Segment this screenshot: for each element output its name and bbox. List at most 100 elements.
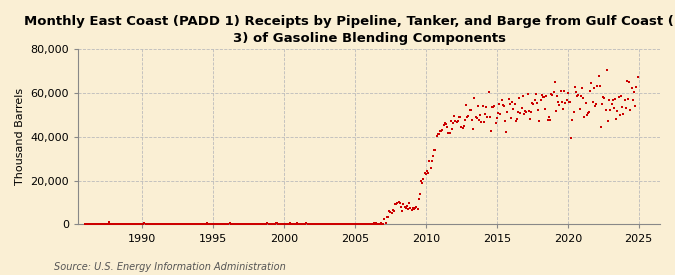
Point xyxy=(354,222,365,227)
Point xyxy=(151,222,161,227)
Point xyxy=(290,222,301,226)
Y-axis label: Thousand Barrels: Thousand Barrels xyxy=(15,88,25,185)
Point xyxy=(331,222,342,227)
Point xyxy=(599,95,610,100)
Point xyxy=(194,222,205,227)
Point xyxy=(477,103,488,108)
Point xyxy=(82,222,93,227)
Point xyxy=(107,222,118,226)
Point xyxy=(221,222,232,227)
Point xyxy=(631,85,642,89)
Point xyxy=(84,222,95,227)
Point xyxy=(119,222,130,227)
Point xyxy=(261,222,271,227)
Point xyxy=(282,222,293,227)
Point xyxy=(317,222,327,226)
Point xyxy=(351,222,362,226)
Point xyxy=(507,100,518,104)
Point xyxy=(448,121,458,125)
Point xyxy=(211,222,222,226)
Point xyxy=(424,159,435,163)
Point xyxy=(608,106,619,110)
Point xyxy=(384,209,395,213)
Point xyxy=(377,222,387,227)
Point xyxy=(284,222,294,227)
Point xyxy=(364,222,375,227)
Point xyxy=(471,115,482,120)
Point xyxy=(386,211,397,215)
Point xyxy=(172,221,183,226)
Point xyxy=(570,90,581,94)
Point xyxy=(405,206,416,211)
Point xyxy=(192,222,203,226)
Point xyxy=(608,98,618,103)
Point xyxy=(117,222,128,226)
Point xyxy=(549,79,560,84)
Point xyxy=(491,116,502,120)
Point xyxy=(367,221,378,226)
Point xyxy=(515,111,526,115)
Point xyxy=(265,222,275,227)
Point xyxy=(430,148,441,152)
Point xyxy=(373,222,384,227)
Point xyxy=(295,222,306,226)
Point xyxy=(360,222,371,227)
Point xyxy=(464,108,475,112)
Point xyxy=(370,222,381,227)
Point xyxy=(399,205,410,209)
Point xyxy=(346,222,357,227)
Point xyxy=(90,222,101,227)
Point xyxy=(222,222,233,227)
Point xyxy=(375,222,385,226)
Point xyxy=(516,106,527,111)
Point xyxy=(252,222,263,227)
Point xyxy=(610,97,620,101)
Point xyxy=(314,222,325,227)
Point xyxy=(427,153,438,158)
Point xyxy=(95,222,106,226)
Point xyxy=(365,222,376,227)
Point xyxy=(534,119,545,123)
Point xyxy=(422,169,433,173)
Point xyxy=(383,215,394,220)
Point xyxy=(580,101,591,105)
Point xyxy=(114,222,125,226)
Point xyxy=(232,222,243,226)
Point xyxy=(404,201,414,205)
Point xyxy=(398,202,409,206)
Point xyxy=(198,222,209,227)
Point xyxy=(109,221,120,226)
Point xyxy=(189,222,200,227)
Point xyxy=(281,222,292,227)
Point xyxy=(587,99,598,104)
Point xyxy=(578,96,589,100)
Point xyxy=(451,120,462,124)
Point xyxy=(554,103,565,108)
Point xyxy=(244,222,255,226)
Point xyxy=(84,222,95,227)
Point xyxy=(468,127,479,131)
Point xyxy=(306,222,317,227)
Point xyxy=(427,159,437,164)
Point xyxy=(208,222,219,226)
Point xyxy=(356,222,367,226)
Point xyxy=(254,222,265,227)
Point xyxy=(273,222,284,227)
Point xyxy=(394,200,404,204)
Point xyxy=(296,222,307,227)
Point xyxy=(142,222,153,226)
Point xyxy=(348,222,359,227)
Point xyxy=(134,222,145,227)
Point xyxy=(227,222,238,226)
Point xyxy=(559,89,570,93)
Point xyxy=(372,222,383,226)
Point xyxy=(396,205,406,209)
Point xyxy=(183,222,194,226)
Point xyxy=(347,222,358,226)
Point xyxy=(446,119,456,123)
Point xyxy=(173,222,184,226)
Point xyxy=(423,170,433,175)
Point xyxy=(601,68,612,72)
Point xyxy=(617,105,628,109)
Point xyxy=(452,119,463,123)
